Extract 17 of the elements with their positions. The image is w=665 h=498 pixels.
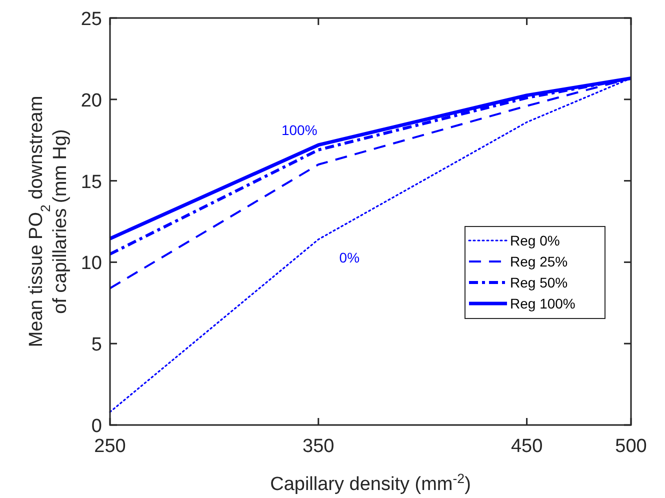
x-tick-label: 250 — [94, 436, 126, 457]
x-axis-title: Capillary density (mm$^{-2}$) — [270, 470, 471, 495]
y-tick-label: 20 — [80, 90, 102, 112]
x-tick-label: 450 — [510, 436, 543, 457]
y-tick-label: 15 — [80, 172, 102, 193]
legend-label: Reg 50% — [510, 274, 568, 290]
y-tick-label: 25 — [80, 9, 102, 30]
x-tick-label: 500 — [615, 436, 647, 457]
y-tick-label: 5 — [91, 334, 102, 356]
legend-label: Reg 0% — [510, 232, 560, 248]
x-tick-label: 350 — [302, 436, 334, 457]
y-tick-label: 0 — [91, 416, 102, 437]
y-tick-label: 10 — [80, 253, 102, 274]
annotation: 0% — [339, 249, 360, 266]
legend-label: Reg 25% — [510, 254, 568, 270]
annotation: 100% — [281, 122, 318, 138]
legend-label: Reg 100% — [510, 296, 576, 312]
